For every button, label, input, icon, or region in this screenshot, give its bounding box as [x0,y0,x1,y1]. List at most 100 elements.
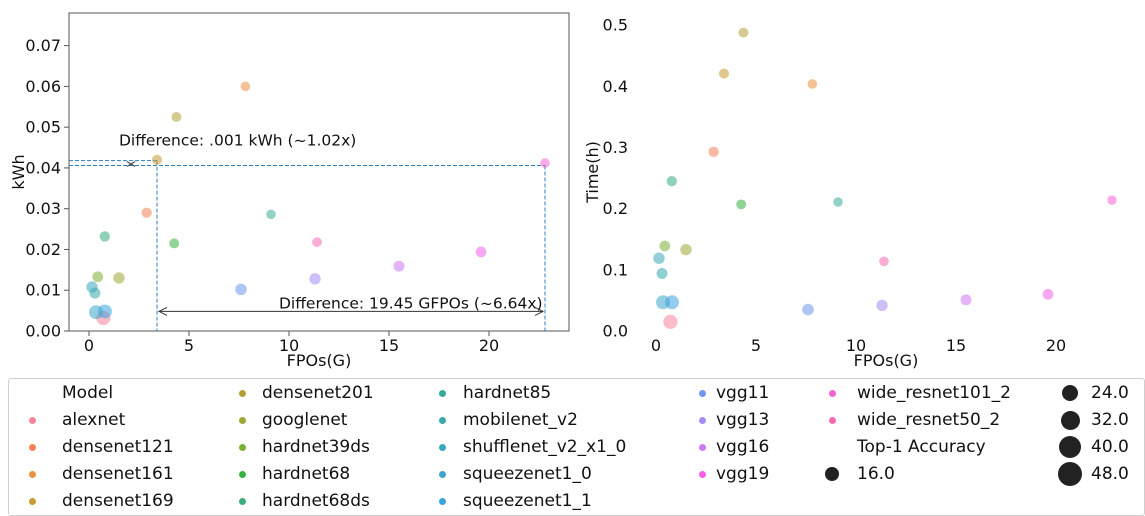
legend-item-vgg11: vgg11 [716,383,770,403]
y-tick-label: 0.02 [25,240,61,259]
y-tick-label: 0.06 [25,77,61,96]
legend-item-vgg16: vgg16 [716,437,770,457]
point-densenet169 [151,154,163,165]
legend-size-marker [1058,462,1082,486]
legend-size-label: 16.0 [857,464,895,484]
point-squeezenet1_1 [98,304,112,319]
charts-canvas: 0.000.010.020.030.040.050.060.070 5 10 15 20… [9,12,1117,370]
legend-item-wide_resnet101_2: wide_resnet101_2 [857,383,1011,403]
legend-item-hardnet68: hardnet68 [262,464,351,484]
x-tick-label: 15 [946,336,966,355]
legend-item-hardnet39ds: hardnet39ds [262,437,370,457]
legend-item-densenet201: densenet201 [262,383,374,403]
point-densenet121 [708,146,719,157]
point-shufflenet_v2_x1_0 [653,252,665,264]
point-densenet201 [738,27,749,38]
legend-title-size: Top-1 Accuracy [857,437,986,457]
point-vgg11 [235,283,247,296]
legend-item-hardnet68ds: hardnet68ds [262,491,370,511]
point-wide_resnet101_2 [540,158,550,168]
legend-marker-densenet121 [28,443,36,451]
legend: Model alexnet densenet121 densenet161 densen… [8,378,1145,516]
point-densenet201 [171,112,182,122]
legend-item-vgg13: vgg13 [716,410,770,430]
legend-item-densenet161: densenet161 [62,464,174,484]
point-hardnet39ds [659,240,671,252]
y-tick-label: 0.00 [25,322,61,341]
legend-item-shufflenet_v2_x1_0: shufflenet_v2_x1_0 [463,437,627,457]
x-tick-label: 20 [1046,336,1066,355]
point-hardnet68 [169,238,180,249]
x-axis-label: FPOs(G) [287,351,352,370]
point-densenet121 [141,207,152,218]
x-tick-label: 0 [651,336,661,355]
legend-marker-densenet169 [28,497,36,505]
annotation-2: Difference: 19.45 GFPOs (~6.64x) [279,295,543,313]
y-tick-label: 0.05 [25,118,61,137]
x-tick-label: 10 [846,336,866,355]
point-wide_resnet50_2 [312,237,322,247]
y-tick-label: 0.04 [25,158,61,177]
point-hardnet68 [736,199,747,210]
x-tick-label: 10 [279,336,299,355]
legend-item-vgg19: vgg19 [716,464,770,484]
legend-marker-vgg13 [698,416,706,424]
legend-marker-googlenet [238,416,246,424]
legend-marker-squeezenet1_1 [438,497,446,505]
legend-marker-alexnet [28,416,36,424]
legend-marker-wide_resnet50_2 [828,416,836,424]
arrow-head-right [534,306,545,316]
x-tick-label: 5 [184,336,194,355]
legend-size-label: 32.0 [1091,410,1129,430]
point-vgg19 [475,246,487,258]
point-vgg16 [393,260,405,272]
legend-item-squeezenet1_0: squeezenet1_0 [463,464,592,484]
point-densenet161 [807,79,818,89]
x-tick-label: 20 [479,336,499,355]
legend-size-marker [1062,385,1078,401]
legend-marker-densenet161 [28,470,36,478]
legend-size-marker [825,467,839,481]
point-vgg13 [309,273,321,285]
chart-2: 0.0 0.1 0.2 0.3 0.4 0.5 0 5 10 15 20 FPOs(G) Time(h) [583,16,1117,370]
x-tick-label: 0 [84,336,94,355]
point-googlenet [113,272,125,284]
y-axis-label: kWh [9,154,28,189]
point-wide_resnet101_2 [1107,195,1117,205]
point-hardnet68ds [666,176,677,187]
y-tick-label: 0.1 [603,260,628,279]
point-hardnet68ds [99,231,110,242]
x-tick-label: 15 [379,336,399,355]
legend-item-hardnet85: hardnet85 [463,383,552,403]
legend-item-densenet169: densenet169 [62,491,174,511]
point-vgg19 [1042,288,1054,300]
legend-item-alexnet: alexnet [62,410,126,430]
legend-marker-densenet201 [238,389,246,397]
legend-marker-shufflenet_v2_x1_0 [438,443,446,451]
legend-marker-hardnet68ds [238,497,246,505]
arrow-head-left [157,306,168,316]
point-alexnet [663,314,678,329]
annotation-1: Difference: .001 kWh (~1.02x) [119,132,356,150]
legend-item-mobilenet_v2: mobilenet_v2 [463,410,578,430]
legend-size-marker [1059,436,1081,458]
y-tick-label: 0.3 [603,138,628,157]
y-tick-label: 0.01 [25,281,61,300]
legend-marker-hardnet85 [438,389,446,397]
point-squeezenet1_1 [665,295,679,310]
point-googlenet [680,243,692,256]
y-tick-label: 0.2 [603,199,628,218]
legend-marker-squeezenet1_0 [438,470,446,478]
point-hardnet39ds [92,271,104,283]
legend-marker-wide_resnet101_2 [828,389,836,397]
legend-marker-hardnet68 [238,470,246,478]
y-tick-label: 0.4 [603,77,628,96]
chart-1: 0.00 0.01 0.02 0.03 0.04 0.05 0.06 0.07 0 5 10 15 20… [9,12,570,370]
y-tick-label: 0.0 [603,322,628,341]
point-vgg13 [876,299,888,312]
legend-item-densenet121: densenet121 [62,437,174,457]
point-vgg11 [802,303,814,316]
legend-marker-mobilenet_v2 [438,416,446,424]
legend-marker-vgg19 [698,470,706,478]
point-shufflenet_v2_x1_0 [86,281,98,293]
